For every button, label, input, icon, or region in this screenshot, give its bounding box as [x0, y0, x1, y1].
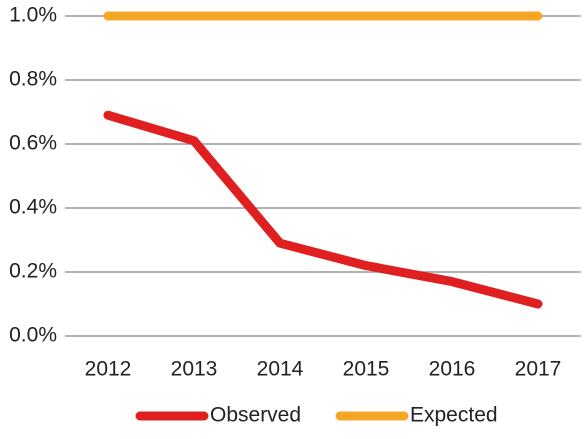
x-tick-label: 2013 [171, 358, 218, 381]
y-tick-label: 0.8% [9, 68, 57, 91]
y-tick-label: 0.0% [9, 324, 57, 347]
x-tick-label: 2016 [429, 358, 476, 381]
x-tick-label: 2017 [515, 358, 562, 381]
legend-label: Expected [410, 404, 498, 427]
x-tick-label: 2015 [343, 358, 390, 381]
y-tick-label: 0.4% [9, 196, 57, 219]
y-tick-label: 1.0% [9, 4, 57, 27]
y-tick-label: 0.2% [9, 260, 57, 283]
legend-label: Observed [210, 404, 301, 427]
x-tick-label: 2014 [257, 358, 304, 381]
x-tick-label: 2012 [85, 358, 132, 381]
series-line [103, 110, 543, 309]
y-tick-label: 0.6% [9, 132, 57, 155]
